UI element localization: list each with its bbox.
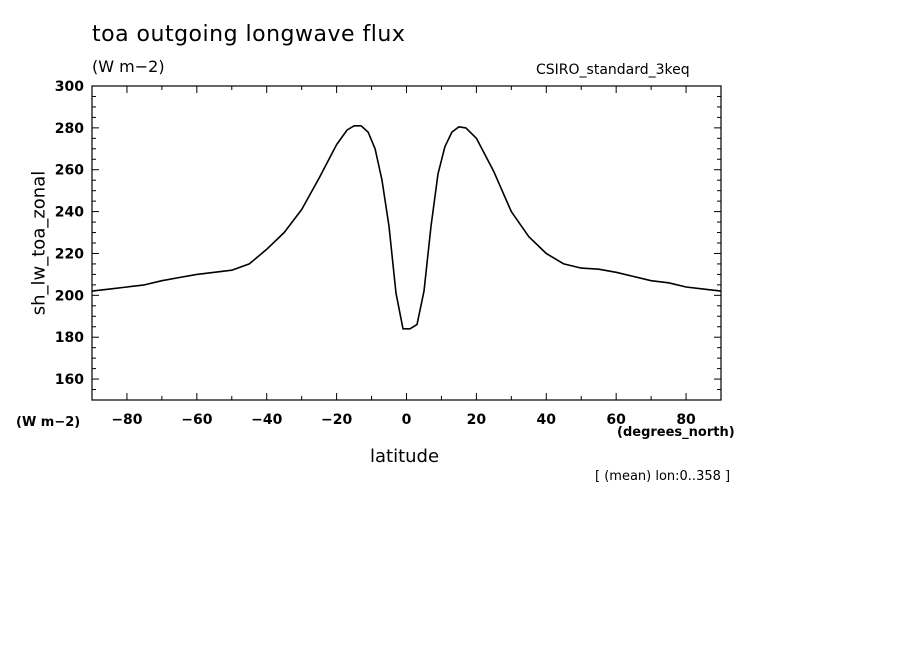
x-tick-label: −40: [251, 412, 282, 428]
y-tick-label: 220: [55, 246, 84, 262]
averaging-note: [ (mean) lon:0..358 ]: [595, 469, 731, 484]
x-tick-label: 60: [606, 412, 626, 428]
chart-units: (W m−2): [92, 57, 165, 76]
chart-title: toa outgoing longwave flux: [92, 22, 406, 47]
y-tick-label: 300: [55, 79, 84, 95]
x-tick-label: −20: [321, 412, 352, 428]
y-tick-label: 160: [55, 372, 84, 388]
x-tick-label: 80: [676, 412, 696, 428]
x-tick-label: 20: [467, 412, 487, 428]
y-tick-label: 200: [55, 288, 84, 304]
y-tick-label: 280: [55, 121, 84, 137]
y-tick-label: 260: [55, 163, 84, 179]
source-label: CSIRO_standard_3keq: [536, 62, 690, 78]
x-tick-label: −80: [111, 412, 142, 428]
series-line: [91, 125, 722, 330]
x-tick-label: 40: [537, 412, 557, 428]
x-tick-label: −60: [181, 412, 212, 428]
y-tick-label: 180: [55, 330, 84, 346]
y-axis-units: (W m−2): [16, 415, 81, 430]
x-tick-label: 0: [402, 412, 412, 428]
y-tick-label: 240: [55, 205, 84, 221]
x-axis-label: latitude: [370, 446, 440, 467]
x-axis-units: (degrees_north): [617, 425, 735, 440]
plot-frame: [91, 85, 722, 401]
